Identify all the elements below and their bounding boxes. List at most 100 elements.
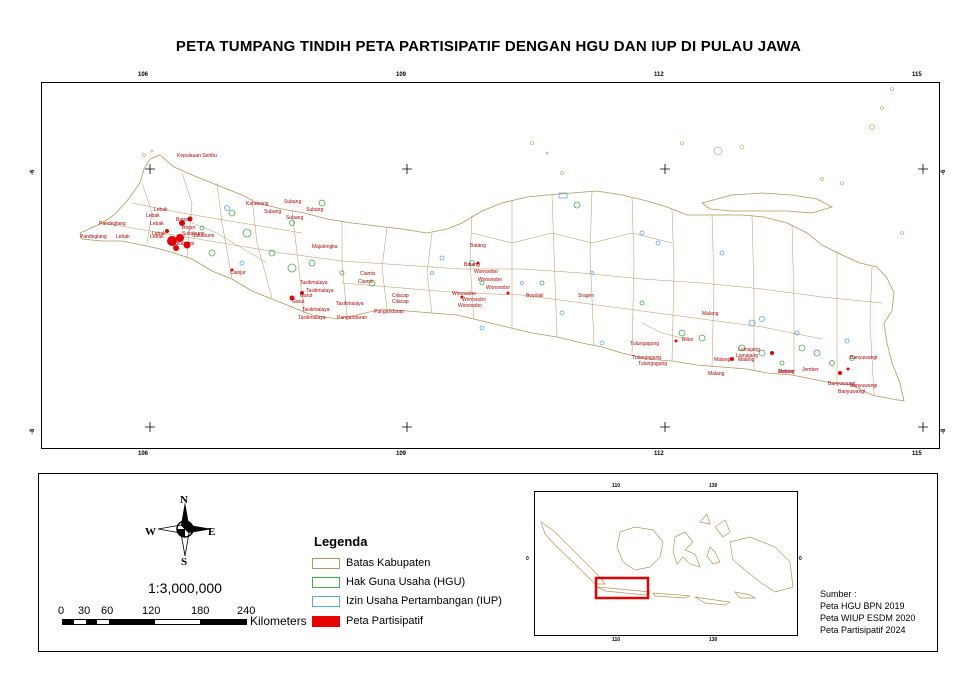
scale-unit: Kilometers — [250, 614, 307, 628]
place-label: Malang — [778, 369, 795, 375]
place-label: Subang — [284, 199, 301, 205]
place-label: Subang — [306, 207, 323, 213]
map-title: PETA TUMPANG TINDIH PETA PARTISIPATIF DE… — [175, 38, 802, 55]
place-label: Pandeglang — [80, 234, 107, 240]
top-tick-109: 109 — [396, 72, 407, 78]
place-label: Jember — [802, 367, 819, 373]
java-coastline — [79, 154, 905, 402]
scale-bar — [62, 619, 247, 625]
hgu-areas — [199, 199, 855, 366]
place-label: Lebak — [150, 221, 164, 227]
scale-tick-60: 60 — [101, 605, 114, 617]
place-label: Lumajang — [736, 353, 758, 359]
compass-rose-icon — [157, 502, 212, 557]
place-label: Jember — [778, 369, 795, 375]
legend-label: Izin Usaha Pertambangan (IUP) — [346, 595, 502, 607]
legend-swatch-boundary — [312, 558, 340, 569]
bottom-tick-115: 115 — [912, 451, 922, 457]
place-label: Tasikmalaya — [298, 315, 326, 321]
place-label: Pangandaran — [337, 315, 367, 321]
inset-map-indonesia[interactable] — [534, 491, 798, 636]
place-label: Sragen — [578, 293, 594, 299]
place-label: Bogor — [176, 217, 190, 223]
place-label: Banyuwangi — [850, 383, 877, 389]
small-islands — [142, 87, 904, 235]
place-label: Sukabumi — [182, 231, 204, 237]
main-map[interactable]: Kepulauan Seribu Lebak Lebak Pandeglang Leba… — [41, 82, 940, 449]
place-label: Wonosobo — [462, 297, 486, 303]
place-label: Tulungagung — [630, 341, 659, 347]
place-label: Sukabumi — [192, 233, 214, 239]
place-label: Sukabumi — [172, 241, 194, 247]
left-tick-8: -8 — [30, 428, 36, 434]
place-label: Lebak — [152, 231, 166, 237]
place-label: Tasikmalaya — [300, 280, 328, 286]
legend-swatch-partisipatif — [312, 616, 340, 627]
place-label: Wonosobo — [486, 285, 510, 291]
legend-swatch-hgu — [312, 577, 340, 588]
place-label: Cianjur — [230, 270, 246, 276]
place-label: Karawang — [246, 201, 269, 207]
iup-areas — [224, 192, 850, 346]
scale-tick-30: 30 — [78, 605, 91, 617]
place-label: Batang — [464, 262, 480, 268]
place-labels: Kepulauan Seribu Lebak Lebak Pandeglang Leba… — [80, 153, 877, 395]
place-label: Lebak — [116, 234, 130, 240]
scale-tick-120: 120 — [142, 605, 161, 617]
top-tick-115: 115 — [912, 72, 922, 78]
scale-tick-240: 240 — [237, 605, 256, 617]
top-tick-106: 106 — [138, 72, 149, 78]
legend-label: Hak Guna Usaha (HGU) — [346, 576, 466, 588]
inset-highlight-java — [594, 576, 650, 600]
place-label: Tulungagung — [632, 355, 661, 361]
place-label: Pangandaran — [374, 309, 404, 315]
left-tick-6: -6 — [30, 169, 36, 175]
place-label: Wonosobo — [452, 291, 476, 297]
inset-top-tick-110: 110 — [612, 483, 621, 489]
place-label: Malang — [708, 371, 725, 377]
java-map-svg: Kepulauan Seribu Lebak Lebak Pandeglang Leba… — [79, 87, 928, 432]
place-label: Lebak — [146, 213, 160, 219]
scale-tick-0: 0 — [58, 605, 65, 617]
scale-tick-180: 180 — [191, 605, 210, 617]
top-tick-112: 112 — [654, 72, 664, 78]
compass-e: E — [208, 526, 216, 538]
bottom-tick-112: 112 — [654, 451, 664, 457]
right-tick-8: -8 — [941, 428, 947, 434]
peta-partisipatif-areas — [165, 216, 850, 375]
place-label: Banyuwangi — [850, 355, 877, 361]
source-line-2: Peta WIUP ESDM 2020 — [820, 613, 916, 623]
place-label: Wonosobo — [474, 269, 498, 275]
place-label: Tasikmalaya — [336, 301, 364, 307]
bottom-tick-106: 106 — [138, 451, 149, 457]
indonesia-inset-svg — [540, 513, 794, 606]
place-label: Tasikmalaya — [306, 288, 334, 294]
compass-n: N — [180, 494, 188, 506]
place-label: Tulungagung — [638, 361, 667, 367]
legend-title: Legenda — [314, 534, 368, 549]
place-label: Bogor — [182, 225, 196, 231]
place-label: Subang — [264, 209, 281, 215]
madura-coastline — [701, 192, 834, 214]
place-label: Wonosobo — [458, 303, 482, 309]
source-line-1: Peta HGU BPN 2019 — [820, 601, 905, 611]
place-label: Banyuwangi — [838, 389, 865, 395]
bottom-tick-109: 109 — [396, 451, 407, 457]
place-label: Ciamis — [358, 279, 374, 285]
inset-right-tick-0: 0 — [799, 556, 802, 562]
place-label: Kepulauan Seribu — [177, 153, 217, 159]
inset-bottom-tick-110: 110 — [612, 637, 621, 643]
place-label: Majalengka — [312, 244, 338, 250]
graticule-crosses — [145, 164, 928, 432]
place-label: Pandeglang — [99, 221, 126, 227]
compass-w: W — [145, 526, 156, 538]
legend-label: Peta Partisipatif — [346, 615, 424, 627]
legend-swatch-iup — [312, 596, 340, 607]
right-tick-6: -6 — [941, 169, 947, 175]
scale-ratio: 1:3,000,000 — [148, 580, 222, 596]
legend-label: Batas Kabupaten — [346, 557, 431, 569]
place-label: Boyolali — [526, 293, 544, 299]
place-label: Wonosobo — [478, 277, 502, 283]
place-label: Garut — [292, 299, 305, 305]
place-label: Malang — [714, 357, 731, 363]
